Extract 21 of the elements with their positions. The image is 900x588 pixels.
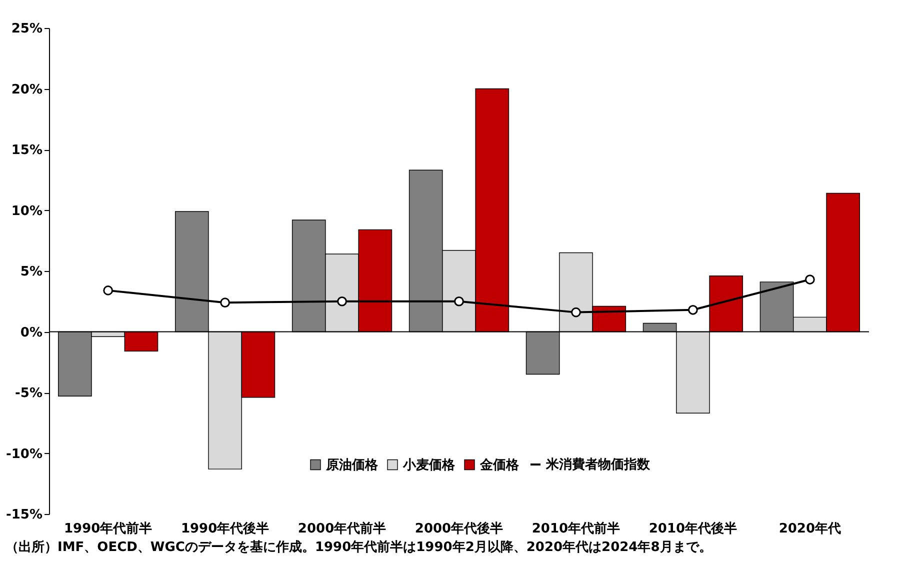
x-tick-label: 2010年代前半 <box>532 522 620 536</box>
y-tick-label: -10% <box>6 446 42 462</box>
legend-label: 原油価格 <box>325 458 379 473</box>
x-tick-label: 2020年代 <box>778 522 842 536</box>
text: （出所）IMF、OECD、WGCのデータを基に作成。1990年代前半は1990年2月以降、2020年代は2024年8月まで。 <box>5 539 712 555</box>
y-tick-label: 5% <box>20 264 42 280</box>
y-tick-label: 20% <box>11 82 42 98</box>
x-tick-label: 2010年代後半 <box>648 520 738 536</box>
x-tick-label: 1990年代前半 <box>64 522 152 536</box>
x-tick-label: 1990年代後半 <box>180 520 270 536</box>
y-tick-label: 0% <box>20 325 42 340</box>
y-tick-label: -15% <box>6 508 42 522</box>
legend-label: 金価格 <box>479 458 520 473</box>
x-tick-label: 2000年代後半 <box>414 520 504 536</box>
y-tick-label: 10% <box>11 204 42 219</box>
x-tick-label: 2000年代前半 <box>298 522 386 536</box>
legend-label: 米消費者物価指数 <box>545 458 651 472</box>
y-tick-label: -5% <box>15 386 42 401</box>
legend-label: 小麦価格 <box>402 458 456 473</box>
y-tick-label: 15% <box>11 143 42 158</box>
y-tick-label: 25% <box>11 22 42 36</box>
